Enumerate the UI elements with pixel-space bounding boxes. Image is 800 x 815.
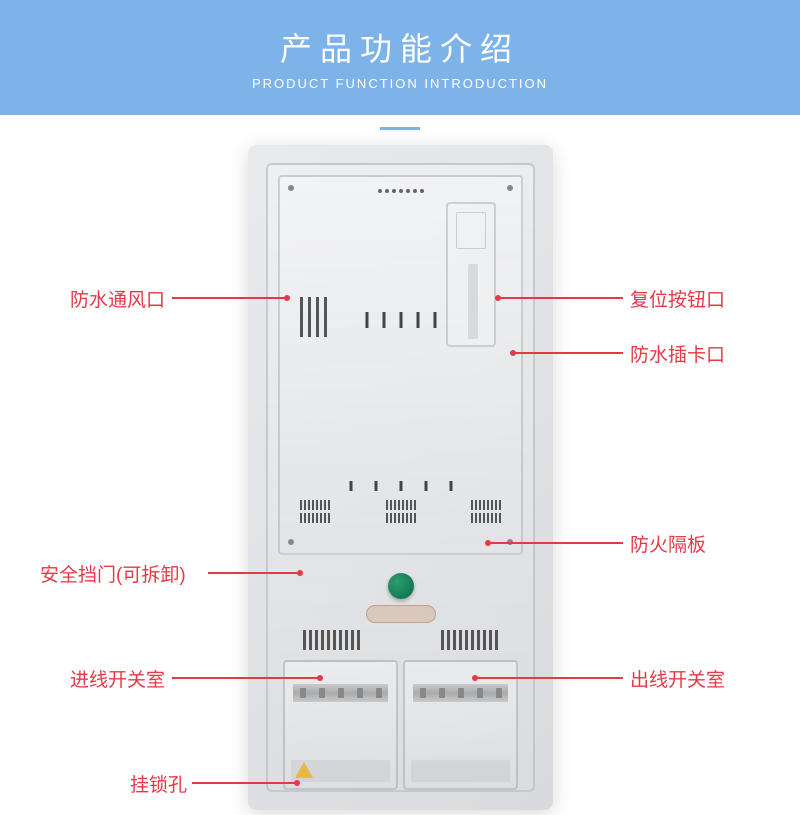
product-image — [248, 145, 553, 810]
divider-badge — [366, 605, 436, 623]
screw-icon — [288, 185, 294, 191]
bottom-bar — [411, 760, 510, 782]
label-vent: 防水通风口 — [70, 285, 165, 312]
callout-line — [192, 782, 297, 784]
din-rail — [293, 684, 388, 702]
header-title: 产品功能介绍 — [280, 24, 520, 70]
label-lock-hole: 挂锁孔 — [130, 770, 187, 797]
callout-line — [172, 677, 320, 679]
bottom-slots — [349, 481, 452, 491]
vent-grid — [471, 500, 501, 523]
label-outlet-room: 出线开关室 — [630, 665, 725, 692]
callout-line — [513, 352, 623, 354]
din-rail — [413, 684, 508, 702]
warning-icon — [295, 762, 313, 778]
vent-slots — [300, 297, 327, 337]
vent-slots — [441, 630, 498, 650]
green-button-icon — [388, 573, 414, 599]
callout-line — [475, 677, 623, 679]
card-slot — [446, 202, 496, 347]
lower-compartment-right — [403, 660, 518, 790]
lower-compartment-left — [283, 660, 398, 790]
screw-icon — [507, 185, 513, 191]
product-frame — [266, 163, 535, 792]
screw-icon — [288, 539, 294, 545]
callout-line — [498, 297, 623, 299]
vent-grid — [386, 500, 416, 523]
label-reset-port: 复位按钮口 — [630, 285, 725, 312]
label-card-slot: 防水插卡口 — [630, 340, 725, 367]
mid-slots — [365, 312, 436, 328]
top-dots — [378, 189, 424, 193]
callout-line — [488, 542, 623, 544]
label-safety-door: 安全挡门(可拆卸) — [40, 560, 186, 587]
top-section — [278, 175, 523, 555]
header-banner: 产品功能介绍 PRODUCT FUNCTION INTRODUCTION — [0, 0, 800, 115]
label-fire-barrier: 防火隔板 — [630, 530, 706, 557]
callout-line — [208, 572, 300, 574]
callout-line — [172, 297, 287, 299]
vent-slots — [303, 630, 360, 650]
label-inlet-room: 进线开关室 — [70, 665, 165, 692]
header-subtitle: PRODUCT FUNCTION INTRODUCTION — [252, 76, 548, 91]
content-area: 防水通风口 安全挡门(可拆卸) 进线开关室 挂锁孔 复位按钮口 防水插卡口 防火… — [0, 130, 800, 815]
vent-grid — [300, 500, 330, 523]
